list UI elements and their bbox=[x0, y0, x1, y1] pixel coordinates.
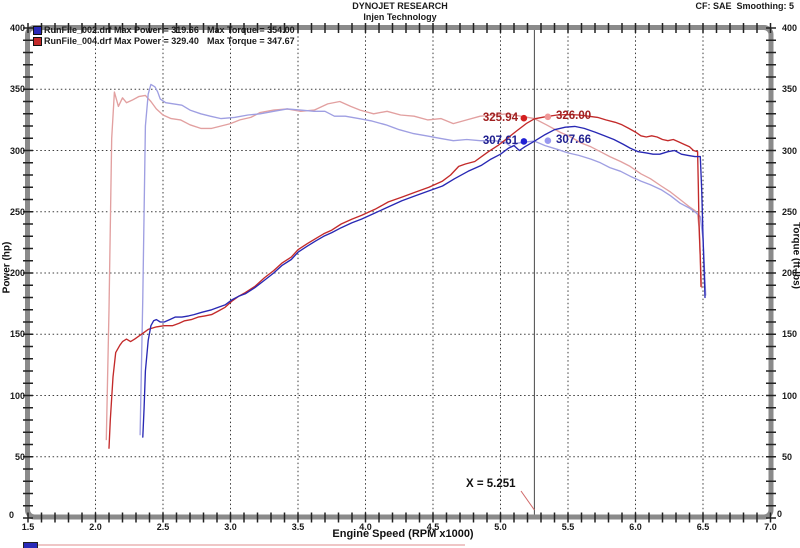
x-tick-label: 3.0 bbox=[224, 522, 237, 532]
y-tick-label-right: 400 bbox=[782, 23, 798, 33]
y-zero-label-right: 0 bbox=[777, 509, 783, 519]
curve-runfile_002-power bbox=[142, 125, 706, 438]
cursor-value-blue-power: 307.61 bbox=[482, 135, 518, 147]
x-tick-label: 1.5 bbox=[21, 522, 35, 532]
x-tick-label: 2.0 bbox=[89, 522, 102, 532]
plot-frame bbox=[25, 25, 774, 520]
y-tick-label-left: 50 bbox=[14, 451, 25, 462]
legend-label-power: RunFile_002.drf Max Power = 319.66 bbox=[44, 25, 199, 35]
cursor-value-red-power: 325.94 bbox=[482, 112, 518, 124]
x-tick-label: 2.5 bbox=[156, 522, 170, 532]
y-tick-label-right: 200 bbox=[782, 268, 798, 278]
y-right-axis-title: Torque (ft-lbs) bbox=[790, 221, 800, 290]
x-tick-label: 5.0 bbox=[494, 522, 507, 532]
legend-swatch-red-icon bbox=[33, 37, 42, 46]
y-tick-label-right: 100 bbox=[782, 390, 798, 401]
cursor-x-label: X = 5.251 bbox=[466, 478, 516, 490]
legend-swatch-blue-icon bbox=[33, 26, 42, 35]
x-tick-label: 5.5 bbox=[561, 522, 575, 532]
y-tick-label-left: 100 bbox=[9, 390, 25, 401]
curve-runfile_004-power bbox=[108, 113, 702, 449]
x-tick-label: 4.0 bbox=[359, 522, 372, 532]
y-tick-label-right: 350 bbox=[782, 84, 798, 95]
marker-dot-blue-power bbox=[520, 138, 528, 145]
cursor-pointer-line bbox=[520, 490, 535, 511]
y-tick-label-left: 400 bbox=[9, 23, 25, 33]
x-tick-label: 7.0 bbox=[764, 522, 777, 532]
legend-label-torque: Max Torque = 347.67 bbox=[207, 36, 295, 46]
curve-runfile_002-torque bbox=[139, 83, 707, 436]
legend-label-power: RunFile_004.drf Max Power = 329.40 bbox=[44, 36, 199, 46]
y-tick-label-left: 200 bbox=[9, 268, 25, 278]
marker-dot-red-power bbox=[520, 114, 528, 122]
y-tick-label-right: 150 bbox=[782, 329, 798, 340]
legend-row-runfile-002[interactable]: RunFile_002.drf Max Power = 319.66 Max T… bbox=[0, 25, 420, 36]
legend-row-runfile-004[interactable]: RunFile_004.drf Max Power = 329.40 Max T… bbox=[0, 36, 420, 47]
y-zero-label-left: 0 bbox=[8, 510, 14, 520]
x-tick-label: 4.5 bbox=[426, 522, 440, 532]
marker-dot-blue-torque bbox=[544, 137, 552, 145]
y-tick-label-right: 50 bbox=[782, 451, 793, 462]
x-tick-label: 6.0 bbox=[629, 522, 642, 532]
y-tick-label-left: 250 bbox=[9, 206, 25, 217]
x-tick-label: 6.5 bbox=[696, 522, 710, 532]
legend-label-torque: Max Torque = 354.00 bbox=[207, 25, 295, 35]
cutoff-legend-swatch-icon bbox=[23, 542, 38, 548]
page-subtitle: Injen Technology bbox=[363, 12, 437, 22]
y-tick-label-left: 150 bbox=[9, 329, 25, 340]
y-tick-label-left: 350 bbox=[9, 84, 25, 95]
cursor-value-blue-torque: 307.66 bbox=[556, 134, 592, 146]
y-tick-label-right: 250 bbox=[782, 206, 798, 217]
marker-dot-red-torque bbox=[544, 113, 552, 121]
curve-runfile_004-torque bbox=[105, 91, 703, 441]
y-tick-label-right: 300 bbox=[782, 145, 798, 156]
y-tick-label-left: 300 bbox=[9, 145, 25, 156]
page-title: DYNOJET RESEARCH bbox=[352, 1, 448, 11]
x-tick-label: 3.5 bbox=[291, 522, 305, 532]
cursor-value-red-torque: 326.00 bbox=[556, 110, 592, 122]
correction-smoothing-label: CF: SAE Smoothing: 5 bbox=[695, 1, 795, 11]
x-axis-title: Engine Speed (RPM x1000) bbox=[332, 528, 474, 540]
